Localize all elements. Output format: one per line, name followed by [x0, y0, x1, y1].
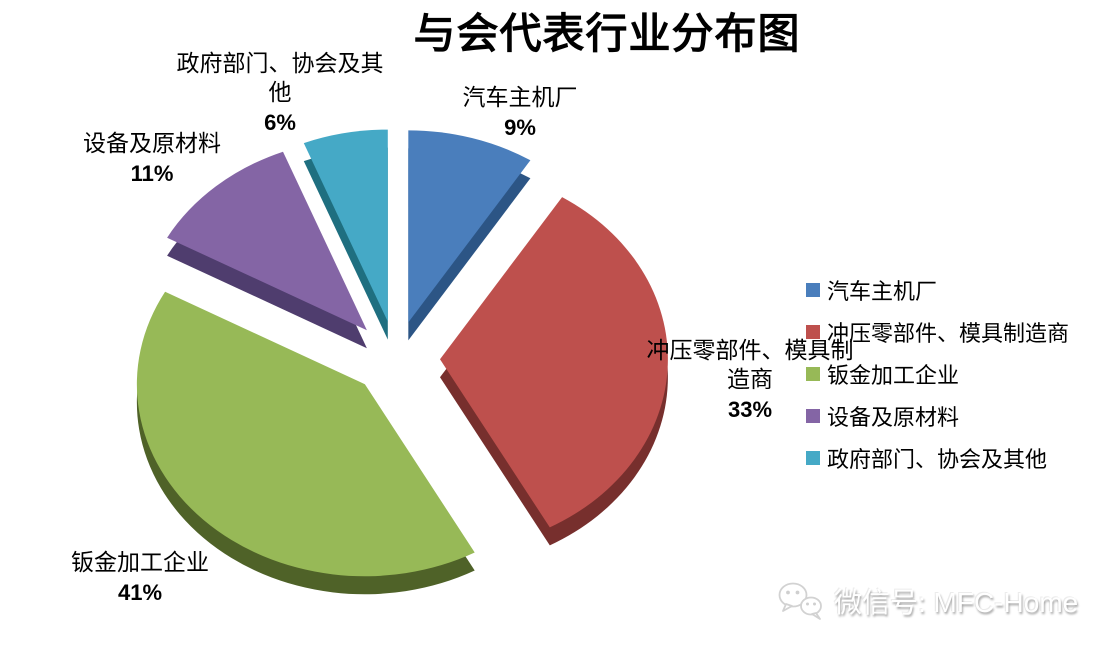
legend-label: 冲压零部件、模具制造商 [827, 322, 1070, 347]
callout-line: 设备及原材料 [83, 131, 221, 157]
callout-line: 钣金加工企业 [71, 550, 209, 576]
legend-item-2: 钣金加工企业 [806, 360, 1069, 389]
pie-slice-4 [303, 129, 388, 322]
legend-item-1: 冲压零部件、模具制造商 [806, 318, 1070, 347]
wechat-icon [778, 582, 822, 620]
legend-item-3: 设备及原材料 [806, 402, 1069, 431]
legend-label: 汽车主机厂 [827, 280, 938, 305]
pie-slice-2 [136, 291, 475, 577]
watermark-text: 微信号: MFC-Home [834, 587, 1079, 618]
callout-percent: 9% [504, 115, 536, 140]
legend-swatch [806, 283, 820, 297]
legend-item-0: 汽车主机厂 [806, 276, 1069, 305]
legend-swatch [806, 409, 820, 423]
slice-callout-1: 冲压零部件、模具制 造商 33% [628, 337, 872, 424]
slice-callout-2: 钣金加工企业 41% [40, 549, 240, 607]
legend-label: 政府部门、协会及其他 [827, 448, 1048, 473]
legend-label: 钣金加工企业 [827, 364, 960, 389]
legend-swatch [806, 325, 820, 339]
callout-line: 政府部门、协会及其 [176, 51, 384, 77]
legend-swatch [806, 367, 820, 381]
callout-line: 冲压零部件、模具制 [646, 338, 854, 364]
slice-callout-4: 政府部门、协会及其他 6% [158, 50, 402, 137]
legend-label: 设备及原材料 [827, 406, 960, 431]
pie-slice-1 [440, 197, 668, 528]
slice-callout-0: 汽车主机厂 9% [430, 84, 610, 142]
callout-percent: 33% [727, 397, 773, 422]
pie-slice-3 [167, 151, 367, 331]
watermark: 微信号: MFC-Home [776, 578, 1078, 624]
pie-slice-0 [408, 130, 531, 323]
legend-item-4: 政府部门、协会及其他 [806, 444, 1069, 473]
callout-percent: 6% [264, 110, 296, 135]
callout-percent: 41% [117, 580, 163, 605]
slice-callout-3: 设备及原材料 11% [52, 130, 252, 188]
callout-percent: 11% [130, 161, 174, 186]
chart-title: 与会代表行业分布图 [413, 9, 801, 58]
legend-swatch [806, 451, 820, 465]
callout-line: 他 [268, 80, 292, 106]
legend: 汽车主机厂冲压零部件、模具制造商 钣金加工企业 设备及原材料政府部门、协会及其他 [806, 276, 1069, 486]
callout-line: 汽车主机厂 [462, 85, 578, 111]
callout-line: 造商 [727, 367, 773, 393]
